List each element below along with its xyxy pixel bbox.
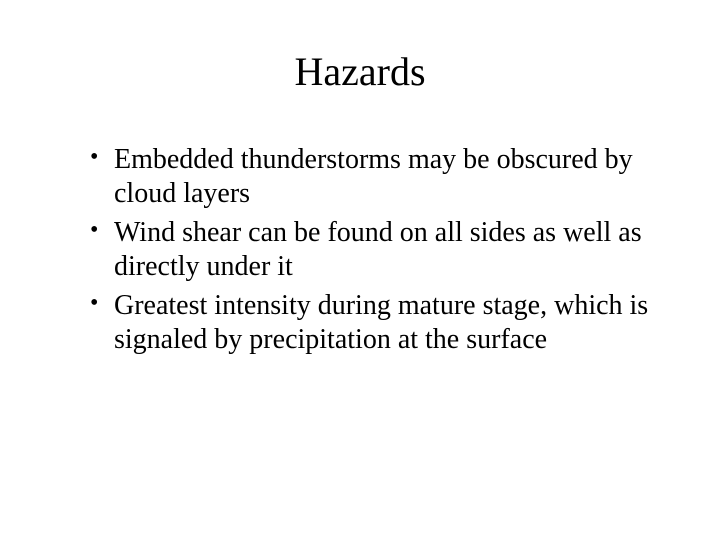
bullet-item: Greatest intensity during mature stage, … xyxy=(90,289,660,356)
bullet-item: Embedded thunderstorms may be obscured b… xyxy=(90,143,660,210)
bullet-list: Embedded thunderstorms may be obscured b… xyxy=(60,143,660,357)
slide-title: Hazards xyxy=(60,48,660,95)
bullet-item: Wind shear can be found on all sides as … xyxy=(90,216,660,283)
slide-container: Hazards Embedded thunderstorms may be ob… xyxy=(0,0,720,540)
